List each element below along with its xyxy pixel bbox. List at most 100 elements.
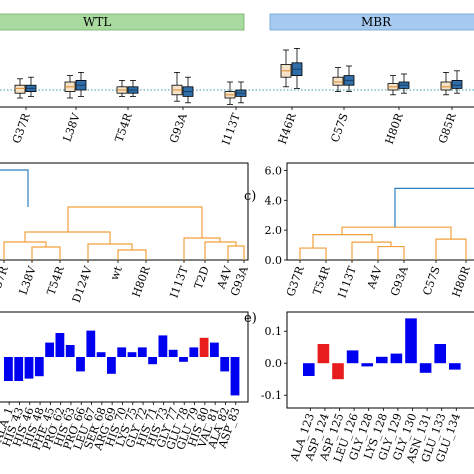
- bar-d: [14, 357, 24, 381]
- dendro-b-leaf-label: H80R: [130, 264, 153, 299]
- bar-d: [137, 347, 147, 357]
- bar-e-y-label: 0.0: [265, 357, 283, 370]
- wtl-band-label: WTL: [83, 15, 111, 29]
- bar-e: [332, 363, 344, 380]
- bar-d: [107, 357, 116, 374]
- dendro-b-leaf-label: T54R: [44, 264, 67, 297]
- panel-c-frame: [286, 162, 474, 261]
- dendro-b-link: [227, 245, 245, 260]
- bar-d: [127, 352, 137, 357]
- dendro-b-root: [0, 169, 29, 207]
- dendro-b-leaf-label: G37R: [0, 264, 11, 298]
- panel-b-frame: [0, 162, 249, 261]
- bar-d: [55, 333, 65, 357]
- bar-d: [34, 357, 44, 377]
- dendro-c-leaf-label: G37R: [284, 264, 307, 298]
- dendro-b-leaf-label: L38V: [17, 264, 40, 297]
- bar-e: [434, 344, 446, 364]
- box: [440, 81, 452, 91]
- bar-e-y-label: 0.1: [265, 325, 283, 338]
- bar-d: [117, 347, 127, 357]
- boxplot-x-label: T54R: [112, 111, 135, 144]
- bar-e: [317, 344, 330, 364]
- panel-e-letter: e): [244, 311, 257, 326]
- bar-d: [148, 357, 157, 365]
- dendro-c-leaf-label: A4V: [364, 264, 385, 292]
- dendro-c-link: [299, 247, 327, 260]
- bar-e: [449, 363, 461, 370]
- dendro-b-leaf-label: wt: [108, 264, 125, 282]
- dendro-c-leaf-label: G93A: [388, 264, 411, 298]
- dendro-c-link: [312, 234, 373, 249]
- dendro-b-leaf-label: D124V: [70, 264, 95, 305]
- dendro-c-link: [377, 245, 405, 260]
- boxplot-x-label: G93A: [167, 111, 190, 145]
- bar-d: [4, 357, 13, 381]
- dendro-c-y-label: 2.0: [265, 224, 283, 237]
- bar-d: [199, 337, 209, 357]
- panel-d-frame: [0, 311, 249, 403]
- dendro-c-leaf-label: I113T: [335, 264, 359, 300]
- bar-d: [96, 352, 106, 357]
- dendro-c-y-label: 4.0: [265, 194, 283, 207]
- dendro-b-link: [87, 243, 133, 260]
- bar-d: [24, 357, 34, 379]
- dendro-b-leaf-label: T2D: [192, 264, 212, 290]
- bar-e: [346, 350, 359, 364]
- dendro-c-root: [394, 187, 474, 228]
- dendro-b-link: [117, 249, 147, 260]
- box: [451, 80, 463, 89]
- wtl-band: [0, 13, 245, 31]
- box: [332, 76, 344, 86]
- dendro-b-link: [204, 241, 237, 260]
- dendro-c-link: [341, 226, 452, 240]
- bar-e-y-label: -0.1: [261, 389, 282, 402]
- bar-d: [158, 335, 168, 357]
- bar-d: [230, 357, 240, 396]
- dendro-b-link: [67, 206, 203, 238]
- bar-panel-e: e)0.10.0-0.1ALA_123ASP_124ASP_125LEU_126…: [244, 311, 474, 465]
- dendro-c-link: [351, 241, 392, 260]
- dendro-c-y-label: 6.0: [265, 164, 283, 177]
- bar-d: [210, 342, 219, 357]
- bar-d: [86, 330, 96, 357]
- boxplot-x-label: I113T: [219, 111, 243, 147]
- boxplot-x-label: G85R: [436, 111, 459, 145]
- dendro-c-link: [435, 238, 467, 260]
- dendro-c-leaf-label: H80R: [450, 264, 473, 299]
- bar-d: [76, 357, 85, 372]
- bar-e: [376, 356, 388, 364]
- boxplot-x-label: H46R: [276, 111, 299, 146]
- bar-e: [419, 363, 432, 373]
- bar-d: [168, 349, 178, 357]
- dendro-b-link: [31, 246, 61, 260]
- bar-d: [179, 357, 188, 362]
- bar-d: [189, 347, 199, 357]
- dendro-b-link: [183, 237, 221, 260]
- dendro-c-leaf-label: C57S: [420, 265, 442, 298]
- boxplot-x-label: L38V: [61, 111, 84, 144]
- bar-e: [405, 318, 417, 364]
- dendro-b-leaf-label: I113T: [167, 264, 191, 300]
- dendrogram-c: c) 0.0 2.0 4.0 6.0 G37R T54R I113T A4V G93A C57S H8…: [244, 162, 474, 300]
- bar-panel-d: ALA_1HIS_43HIS_46HIS_48PHE_45PRO_62HIS_6…: [0, 311, 249, 453]
- boxplot-panel: G37R L38V T54R G93A I113T H46R C57S H80R G85R: [0, 48, 474, 147]
- bar-d: [65, 345, 75, 357]
- bar-e: [390, 353, 403, 364]
- panel-e-frame: [286, 311, 474, 409]
- box: [14, 84, 26, 94]
- panel-c-letter: c): [244, 189, 256, 204]
- dendro-b-link: [3, 241, 47, 260]
- bar-d: [45, 342, 54, 357]
- boxplot-x-label: H80R: [383, 111, 406, 146]
- bar-e: [303, 363, 315, 376]
- dendro-c-y-label: 0.0: [265, 254, 283, 267]
- bar-e: [361, 363, 373, 367]
- mbr-band-label: MBR: [361, 15, 392, 29]
- mbr-band: [269, 13, 474, 31]
- bar-d: [220, 357, 230, 372]
- boxplot-x-label: C57S: [328, 112, 350, 145]
- dendro-c-leaf-label: T54R: [310, 264, 333, 297]
